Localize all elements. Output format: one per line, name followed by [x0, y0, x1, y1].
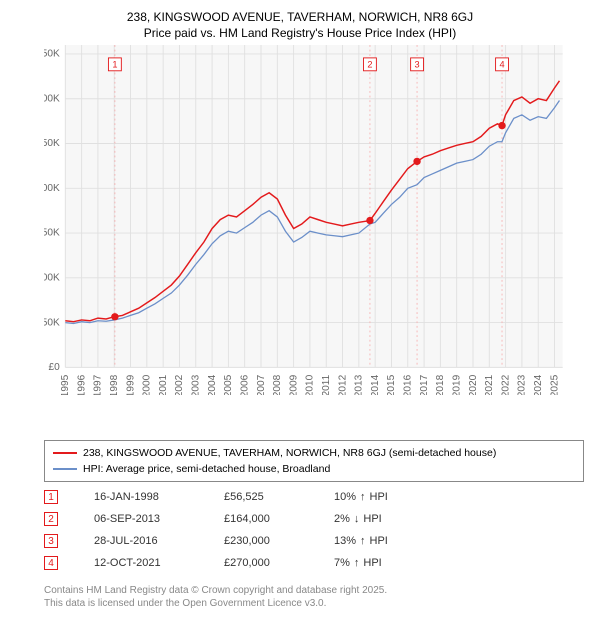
- svg-text:1: 1: [112, 59, 117, 69]
- svg-text:1997: 1997: [93, 374, 104, 395]
- price-chart: 1 2 3 4 £0 £50K £100K £150K £200K £250K £300K £350…: [44, 45, 584, 395]
- legend-label: HPI: Average price, semi-detached house,…: [83, 461, 330, 477]
- sales-delta-pct: 10%: [334, 491, 356, 503]
- svg-text:1999: 1999: [125, 374, 136, 395]
- sales-marker-box: 1: [44, 490, 58, 504]
- arrow-up-icon: ↑: [360, 491, 366, 503]
- sales-date: 12-OCT-2021: [94, 557, 224, 569]
- svg-text:2022: 2022: [500, 374, 511, 395]
- chart-container: 238, KINGSWOOD AVENUE, TAVERHAM, NORWICH…: [0, 0, 600, 620]
- sales-marker-box: 3: [44, 534, 58, 548]
- svg-text:2005: 2005: [223, 374, 234, 395]
- sales-price: £164,000: [224, 513, 334, 525]
- svg-text:£0: £0: [49, 362, 61, 373]
- svg-text:4: 4: [499, 59, 504, 69]
- sales-hpi-label: HPI: [363, 513, 381, 525]
- svg-text:2000: 2000: [142, 374, 153, 395]
- svg-text:2008: 2008: [272, 374, 283, 395]
- svg-text:2: 2: [367, 59, 372, 69]
- sales-delta: 2% ↓HPI: [334, 513, 382, 525]
- sales-row: 1 16-JAN-1998£56,52510% ↑ HPI: [44, 486, 584, 508]
- sales-delta-pct: 7%: [334, 557, 350, 569]
- svg-text:2020: 2020: [468, 374, 479, 395]
- svg-text:2017: 2017: [419, 374, 430, 395]
- sales-price: £56,525: [224, 491, 334, 503]
- legend-swatch: [53, 452, 77, 454]
- sales-price: £270,000: [224, 557, 334, 569]
- footer-line-2: This data is licensed under the Open Gov…: [44, 597, 584, 610]
- arrow-down-icon: ↓: [354, 513, 360, 525]
- footer-attribution: Contains HM Land Registry data © Crown c…: [44, 584, 584, 610]
- svg-text:3: 3: [414, 59, 419, 69]
- arrow-up-icon: ↑: [354, 557, 360, 569]
- plot-background: [65, 45, 562, 367]
- svg-text:2007: 2007: [256, 374, 267, 395]
- svg-text:2004: 2004: [207, 374, 218, 395]
- svg-text:2015: 2015: [386, 374, 397, 395]
- svg-text:1995: 1995: [60, 374, 71, 395]
- x-axis-labels: 1995 1996 1997 1998 1999 2000 2001 2002 2003 2004…: [60, 374, 560, 395]
- svg-text:£350K: £350K: [44, 49, 60, 60]
- svg-text:2014: 2014: [370, 374, 381, 395]
- sales-row: 2 06-SEP-2013£164,0002% ↓HPI: [44, 508, 584, 530]
- sales-date: 16-JAN-1998: [94, 491, 224, 503]
- svg-text:2001: 2001: [158, 374, 169, 395]
- chart-title: 238, KINGSWOOD AVENUE, TAVERHAM, NORWICH…: [0, 0, 600, 24]
- sales-delta: 7% ↑HPI: [334, 557, 382, 569]
- svg-text:2013: 2013: [354, 374, 365, 395]
- sales-delta-pct: 13%: [334, 535, 356, 547]
- sales-row: 3 28-JUL-2016£230,00013% ↑ HPI: [44, 530, 584, 552]
- svg-text:2016: 2016: [403, 374, 414, 395]
- sales-hpi-label: HPI: [370, 535, 388, 547]
- svg-text:2006: 2006: [239, 374, 250, 395]
- svg-text:1998: 1998: [109, 374, 120, 395]
- sales-hpi-label: HPI: [370, 491, 388, 503]
- sales-date: 06-SEP-2013: [94, 513, 224, 525]
- footer-line-1: Contains HM Land Registry data © Crown c…: [44, 584, 584, 597]
- legend-item: HPI: Average price, semi-detached house,…: [53, 461, 575, 477]
- svg-text:2019: 2019: [451, 374, 462, 395]
- y-axis-labels: £0 £50K £100K £150K £200K £250K £300K £350K: [44, 49, 60, 373]
- sales-table: 116-JAN-1998£56,52510%↑HPI206-SEP-2013£1…: [44, 486, 584, 574]
- svg-text:£150K: £150K: [44, 228, 60, 239]
- svg-text:2021: 2021: [484, 374, 495, 395]
- sales-date: 28-JUL-2016: [94, 535, 224, 547]
- arrow-up-icon: ↑: [360, 535, 366, 547]
- svg-text:2011: 2011: [321, 374, 332, 395]
- sales-delta: 10% ↑ HPI: [334, 491, 388, 503]
- chart-subtitle: Price paid vs. HM Land Registry's House …: [0, 24, 600, 40]
- svg-text:2012: 2012: [337, 374, 348, 395]
- svg-text:2025: 2025: [549, 374, 560, 395]
- sales-delta-pct: 2%: [334, 513, 350, 525]
- svg-text:2018: 2018: [435, 374, 446, 395]
- svg-text:2023: 2023: [517, 374, 528, 395]
- legend-item: 238, KINGSWOOD AVENUE, TAVERHAM, NORWICH…: [53, 445, 575, 461]
- svg-text:2009: 2009: [288, 374, 299, 395]
- sales-row: 4 12-OCT-2021£270,0007% ↑HPI: [44, 552, 584, 574]
- svg-text:£250K: £250K: [44, 138, 60, 149]
- legend-label: 238, KINGSWOOD AVENUE, TAVERHAM, NORWICH…: [83, 445, 496, 461]
- sales-delta: 13% ↑ HPI: [334, 535, 388, 547]
- sales-price: £230,000: [224, 535, 334, 547]
- sales-marker-box: 4: [44, 556, 58, 570]
- svg-text:£100K: £100K: [44, 272, 60, 283]
- svg-text:2010: 2010: [305, 374, 316, 395]
- sales-hpi-label: HPI: [363, 557, 381, 569]
- svg-text:2002: 2002: [174, 374, 185, 395]
- svg-text:1996: 1996: [76, 374, 87, 395]
- svg-text:£300K: £300K: [44, 93, 60, 104]
- sales-marker-box: 2: [44, 512, 58, 526]
- legend-swatch: [53, 468, 77, 470]
- svg-text:£50K: £50K: [44, 317, 60, 328]
- svg-text:2024: 2024: [533, 374, 544, 395]
- svg-text:2003: 2003: [191, 374, 202, 395]
- legend: 238, KINGSWOOD AVENUE, TAVERHAM, NORWICH…: [44, 440, 584, 482]
- svg-text:£200K: £200K: [44, 183, 60, 194]
